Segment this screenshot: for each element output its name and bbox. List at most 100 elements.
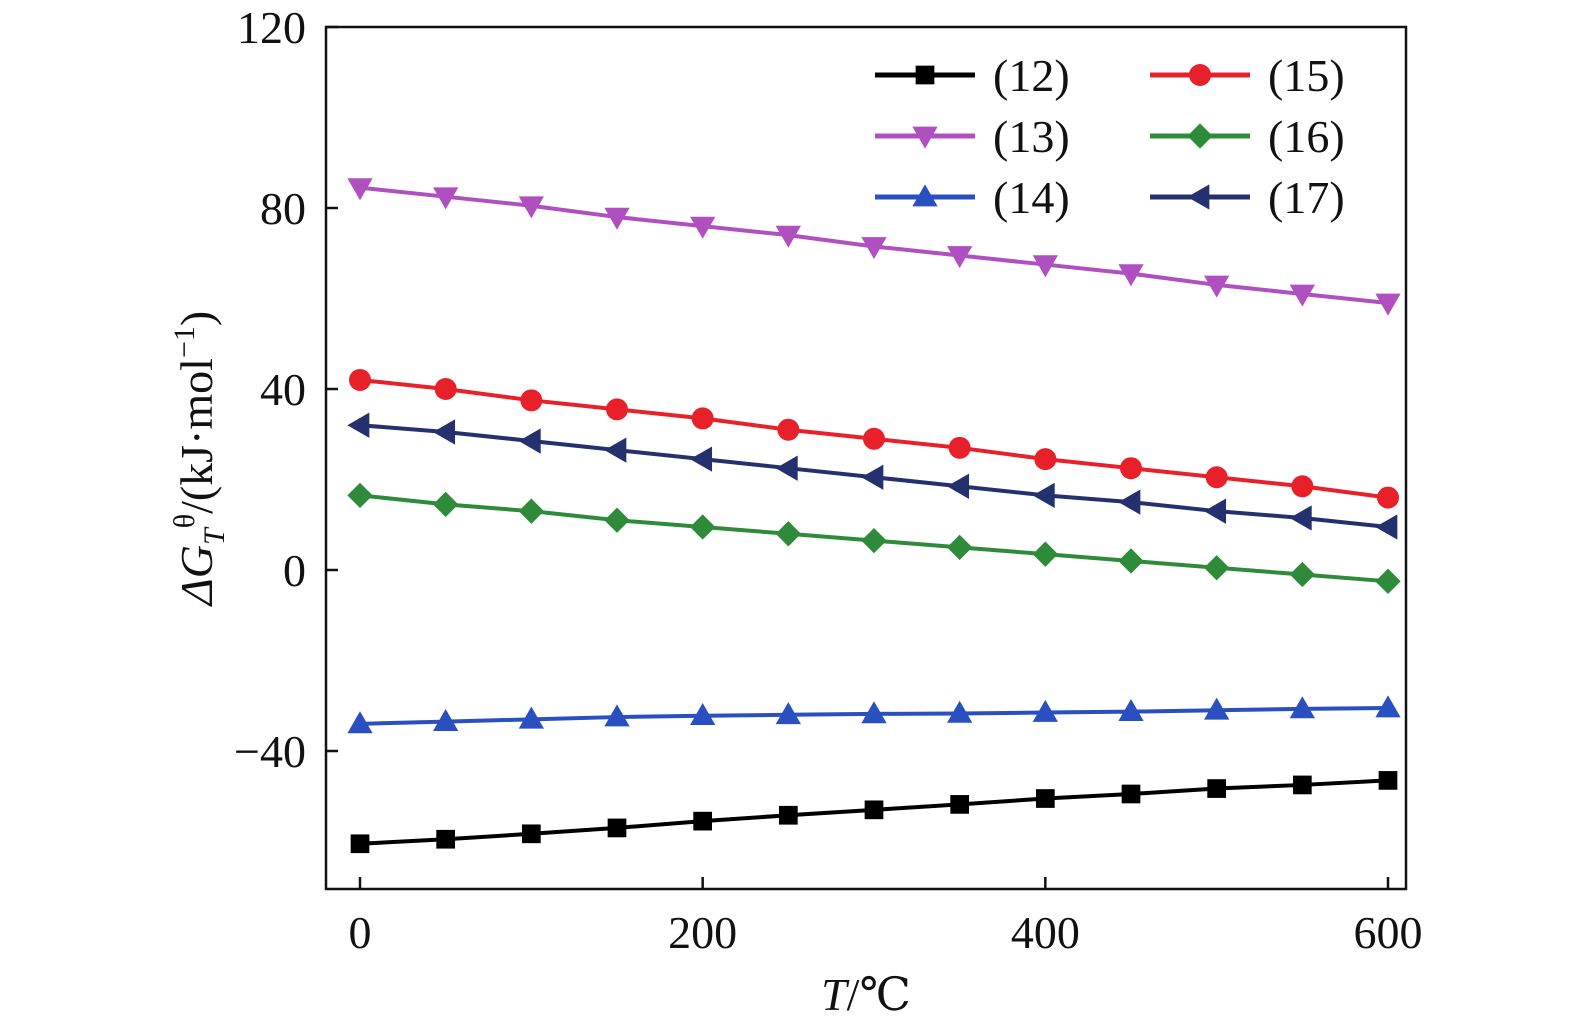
- data-point: [861, 237, 887, 260]
- data-point: [950, 795, 970, 814]
- legend-marker: [1189, 64, 1211, 86]
- data-point: [518, 428, 541, 454]
- data-point: [1289, 561, 1315, 588]
- legend-marker: [912, 126, 938, 149]
- data-point: [1375, 514, 1398, 540]
- legend-item: (14): [875, 172, 1070, 223]
- data-point: [1204, 275, 1230, 298]
- data-point: [1035, 789, 1055, 808]
- x-axis-title: T/℃: [821, 969, 911, 1020]
- data-point: [433, 491, 459, 518]
- data-point: [1375, 568, 1401, 594]
- data-point: [1032, 482, 1055, 508]
- data-point: [690, 703, 716, 726]
- data-point: [518, 706, 544, 729]
- data-point: [775, 225, 801, 248]
- data-point: [607, 818, 627, 838]
- legend-label: (12): [993, 50, 1070, 101]
- data-point: [775, 702, 801, 725]
- data-point: [347, 412, 370, 438]
- y-tick-label: 0: [283, 545, 306, 596]
- data-point: [1121, 784, 1141, 804]
- legend-item: (17): [1150, 172, 1345, 223]
- data-point: [1375, 695, 1401, 718]
- data-point: [350, 834, 370, 854]
- y-axis-title-unit: /(kJ·mol: [171, 358, 222, 514]
- data-point: [604, 507, 630, 533]
- axis-ticks: 0 200 400 600 −40 0 40 80 120: [234, 2, 1422, 958]
- data-point: [604, 437, 627, 463]
- data-point: [518, 498, 544, 524]
- data-point: [1204, 697, 1230, 720]
- y-axis-title-delta: ΔG: [171, 545, 222, 607]
- data-point: [775, 521, 801, 547]
- data-point: [777, 418, 800, 441]
- data-point: [347, 482, 373, 508]
- data-point: [433, 708, 459, 731]
- y-axis-title: ΔGTθ/(kJ·mol−1): [168, 311, 231, 607]
- series-2: [347, 695, 1401, 734]
- data-point: [1289, 284, 1315, 307]
- series-4: [347, 482, 1401, 594]
- data-point: [947, 246, 973, 269]
- data-point: [693, 811, 713, 831]
- data-point: [947, 473, 970, 499]
- data-point: [1032, 699, 1058, 722]
- series-1: [347, 178, 1401, 316]
- data-point: [948, 436, 971, 459]
- y-tick-label: 80: [260, 183, 306, 234]
- data-point: [1118, 698, 1144, 721]
- data-point: [604, 207, 630, 230]
- data-point: [1120, 457, 1142, 480]
- data-point: [1377, 486, 1399, 509]
- y-tick-label: 120: [237, 2, 306, 53]
- data-point: [347, 711, 373, 734]
- data-point: [861, 464, 884, 490]
- y-tick-label: −40: [234, 726, 306, 777]
- legend-label: (15): [1268, 50, 1345, 101]
- x-tick-label: 0: [349, 907, 372, 958]
- legend: (12) (15) (13) (16) (14) (17): [875, 50, 1345, 223]
- x-tick-label: 400: [1011, 907, 1080, 958]
- data-point: [863, 427, 885, 450]
- x-axis-title-var: T: [821, 969, 850, 1020]
- data-point: [1204, 498, 1227, 524]
- legend-marker: [1187, 184, 1210, 210]
- data-point: [520, 389, 543, 412]
- data-point: [433, 187, 459, 210]
- data-point: [1118, 264, 1144, 287]
- data-point: [864, 800, 884, 820]
- data-point: [349, 368, 371, 391]
- y-axis-title-sub: T: [198, 526, 231, 545]
- data-point: [1289, 696, 1315, 719]
- x-tick-label: 200: [668, 907, 737, 958]
- series-0: [350, 771, 1398, 854]
- y-tick-label: 40: [260, 364, 306, 415]
- data-point: [691, 407, 714, 430]
- y-axis-title-exp: −1: [168, 326, 201, 358]
- legend-label: (14): [993, 172, 1070, 223]
- data-point: [1032, 541, 1058, 567]
- legend-label: (16): [1268, 111, 1345, 162]
- data-point: [690, 216, 716, 239]
- x-tick-label: 600: [1354, 907, 1423, 958]
- series-3: [349, 368, 1399, 509]
- data-point: [947, 534, 973, 561]
- data-point: [1378, 771, 1398, 790]
- data-point: [861, 527, 887, 554]
- legend-item: (13): [875, 111, 1070, 162]
- legend-label: (17): [1268, 172, 1345, 223]
- data-point: [1292, 775, 1312, 795]
- legend-item: (12): [875, 50, 1070, 101]
- data-point: [1118, 548, 1144, 574]
- data-point: [518, 196, 544, 219]
- series-layer: [347, 178, 1401, 854]
- data-point: [1204, 555, 1230, 581]
- legend-marker: [915, 65, 935, 85]
- x-axis-title-unit: /℃: [847, 969, 911, 1020]
- data-point: [606, 398, 628, 421]
- data-point: [690, 446, 713, 472]
- legend-item: (15): [1150, 50, 1345, 101]
- data-point: [434, 378, 457, 400]
